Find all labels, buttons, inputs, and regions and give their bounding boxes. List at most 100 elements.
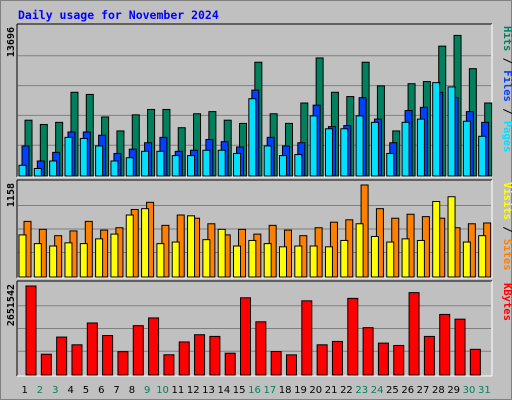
visits-bar-day-26 — [401, 238, 410, 278]
day-label-18: 18 — [279, 385, 292, 396]
pages-bar-day-30 — [462, 120, 471, 177]
kbytes-bar-day-26 — [408, 292, 420, 376]
pages-bar-day-1 — [18, 164, 27, 177]
day-label-2: 2 — [37, 385, 43, 396]
pages-bar-day-12 — [187, 155, 196, 177]
panel-2-ymax-label: 1158 — [6, 183, 17, 207]
kbytes-bar-day-21 — [331, 340, 343, 376]
visits-bar-day-22 — [340, 239, 349, 278]
day-label-31: 31 — [478, 385, 491, 396]
visits-bar-day-12 — [187, 215, 196, 278]
kbytes-bar-day-12 — [194, 334, 206, 376]
kbytes-bar-day-7 — [117, 351, 129, 376]
pages-bar-day-3 — [49, 160, 58, 177]
kbytes-bar-day-22 — [347, 297, 359, 376]
legend-pages: Pages — [501, 121, 512, 153]
kbytes-bar-day-11 — [178, 341, 190, 376]
legend-separator: / — [501, 102, 512, 121]
pages-bar-day-23 — [355, 115, 364, 177]
visits-bar-day-30 — [462, 241, 471, 278]
kbytes-bar-day-25 — [393, 344, 405, 376]
day-label-19: 19 — [294, 385, 307, 396]
panel-1-legend: Hits / Files / Pages — [501, 26, 512, 152]
visits-bar-day-10 — [156, 243, 165, 278]
pages-bar-day-2 — [33, 167, 42, 177]
kbytes-bar-day-9 — [148, 317, 160, 376]
visits-bar-day-23 — [355, 223, 364, 278]
chart-title: Daily usage for November 2024 — [18, 8, 219, 22]
kbytes-bar-day-3 — [56, 336, 68, 376]
pages-bar-day-28 — [432, 82, 441, 177]
legend-separator: / — [501, 51, 512, 70]
legend-files: Files — [501, 70, 512, 102]
pages-bar-day-19 — [294, 154, 303, 177]
visits-bar-day-29 — [447, 196, 456, 278]
kbytes-bar-day-6 — [102, 335, 114, 376]
kbytes-bar-day-19 — [301, 300, 313, 376]
visits-bar-day-25 — [386, 241, 395, 278]
pages-bar-day-29 — [447, 86, 456, 177]
pages-bar-day-24 — [370, 121, 379, 177]
day-label-20: 20 — [309, 385, 322, 396]
kbytes-bar-day-15 — [240, 297, 252, 376]
legend-separator: / — [501, 220, 512, 239]
visits-bar-day-20 — [309, 245, 318, 278]
pages-bar-day-7 — [110, 160, 119, 177]
day-label-11: 11 — [172, 385, 185, 396]
pages-bar-day-8 — [125, 157, 134, 177]
visits-bar-day-9 — [141, 208, 150, 278]
visits-bar-day-14 — [217, 228, 226, 278]
visits-bar-day-3 — [49, 245, 58, 278]
day-label-12: 12 — [187, 385, 200, 396]
legend-visits: Visits — [501, 182, 512, 220]
pages-bar-day-11 — [171, 155, 180, 177]
pages-bar-day-21 — [324, 128, 333, 177]
day-label-15: 15 — [233, 385, 246, 396]
visits-bar-day-4 — [64, 242, 73, 278]
day-label-4: 4 — [67, 385, 73, 396]
pages-bar-day-9 — [141, 150, 150, 177]
legend-kbytes: KBytes — [501, 283, 512, 321]
pages-bar-day-6 — [95, 145, 104, 177]
kbytes-bar-day-2 — [40, 353, 52, 376]
pages-bar-day-10 — [156, 150, 165, 177]
kbytes-bar-day-23 — [362, 327, 374, 376]
day-label-10: 10 — [156, 385, 169, 396]
visits-bar-day-8 — [125, 214, 134, 278]
panel-3-legend: KBytes — [501, 283, 512, 321]
legend-hits: Hits — [501, 26, 512, 51]
day-label-16: 16 — [248, 385, 261, 396]
kbytes-bar-day-30 — [469, 348, 481, 376]
day-label-1: 1 — [21, 385, 27, 396]
pages-bar-day-5 — [79, 137, 88, 177]
kbytes-bar-day-4 — [71, 344, 83, 376]
day-label-7: 7 — [113, 385, 119, 396]
visits-bar-day-19 — [294, 245, 303, 278]
visits-bar-day-24 — [370, 235, 379, 278]
pages-bar-day-18 — [278, 155, 287, 177]
visits-bar-day-27 — [416, 239, 425, 278]
pages-bar-day-31 — [478, 135, 487, 177]
day-label-25: 25 — [386, 385, 399, 396]
kbytes-bar-day-16 — [255, 321, 267, 376]
pages-bar-day-4 — [64, 136, 73, 177]
kbytes-bar-day-14 — [224, 352, 236, 376]
visits-bar-day-2 — [33, 243, 42, 278]
visits-bar-day-16 — [248, 239, 257, 278]
kbytes-bar-day-10 — [163, 354, 175, 376]
visits-bar-day-17 — [263, 243, 272, 278]
day-label-5: 5 — [83, 385, 89, 396]
visits-bar-day-15 — [233, 245, 242, 278]
day-label-3: 3 — [52, 385, 58, 396]
day-label-23: 23 — [355, 385, 368, 396]
kbytes-bar-day-27 — [423, 335, 435, 376]
day-label-28: 28 — [432, 385, 445, 396]
pages-bar-day-15 — [233, 152, 242, 177]
legend-sites: Sites — [501, 239, 512, 271]
pages-bar-day-16 — [248, 98, 257, 177]
kbytes-bar-day-13 — [209, 335, 221, 376]
day-label-6: 6 — [98, 385, 104, 396]
day-label-21: 21 — [325, 385, 338, 396]
pages-bar-day-25 — [386, 152, 395, 177]
